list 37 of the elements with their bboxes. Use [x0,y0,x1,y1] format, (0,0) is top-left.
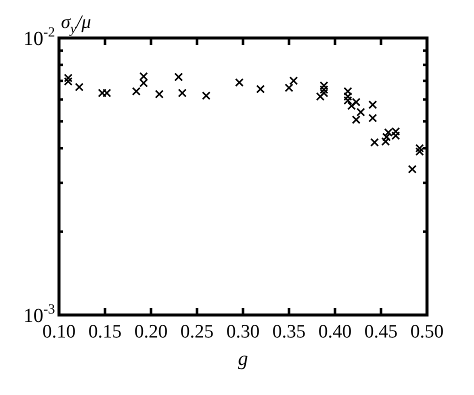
point [256,84,265,94]
point [415,147,424,156]
x-tick-label: 0.20 [134,321,168,342]
point [352,98,360,106]
x-tick-label: 0.45 [364,321,398,342]
point [174,72,183,82]
point [347,102,356,110]
point [368,100,378,110]
x-tick-label: 0.10 [42,321,76,342]
point [64,74,73,82]
point [415,144,424,153]
point [64,77,73,86]
point [320,85,328,94]
point [202,91,211,100]
point [316,92,325,101]
point [234,78,244,87]
point [74,82,84,92]
x-tick-label: 0.30 [226,321,260,342]
point [352,115,360,124]
point [178,88,187,98]
x-axis-title: g [238,348,248,370]
point [154,90,164,98]
x-tick-label: 0.50 [410,321,444,342]
point [368,114,378,122]
x-tick-label: 0.15 [88,321,122,342]
point [370,138,379,147]
point [98,88,107,98]
point [356,108,366,116]
point [284,83,294,92]
point [391,131,400,140]
point [289,76,298,86]
x-tick-label: 0.35 [272,321,306,342]
point [408,164,417,174]
point [132,86,141,96]
x-tick-label: 0.40 [318,321,352,342]
point [102,88,112,98]
x-tick-label: 0.25 [180,321,214,342]
